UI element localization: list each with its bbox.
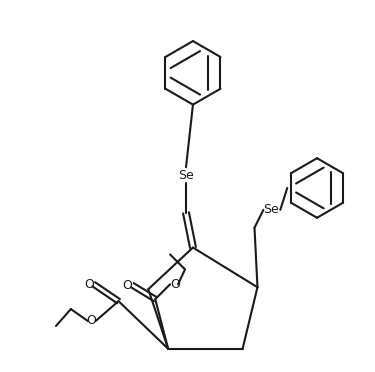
Text: O: O	[86, 314, 96, 327]
Text: O: O	[170, 278, 180, 291]
Text: Se: Se	[264, 203, 279, 217]
Text: Se: Se	[178, 169, 194, 182]
Text: O: O	[123, 279, 132, 292]
Text: O: O	[84, 278, 94, 291]
